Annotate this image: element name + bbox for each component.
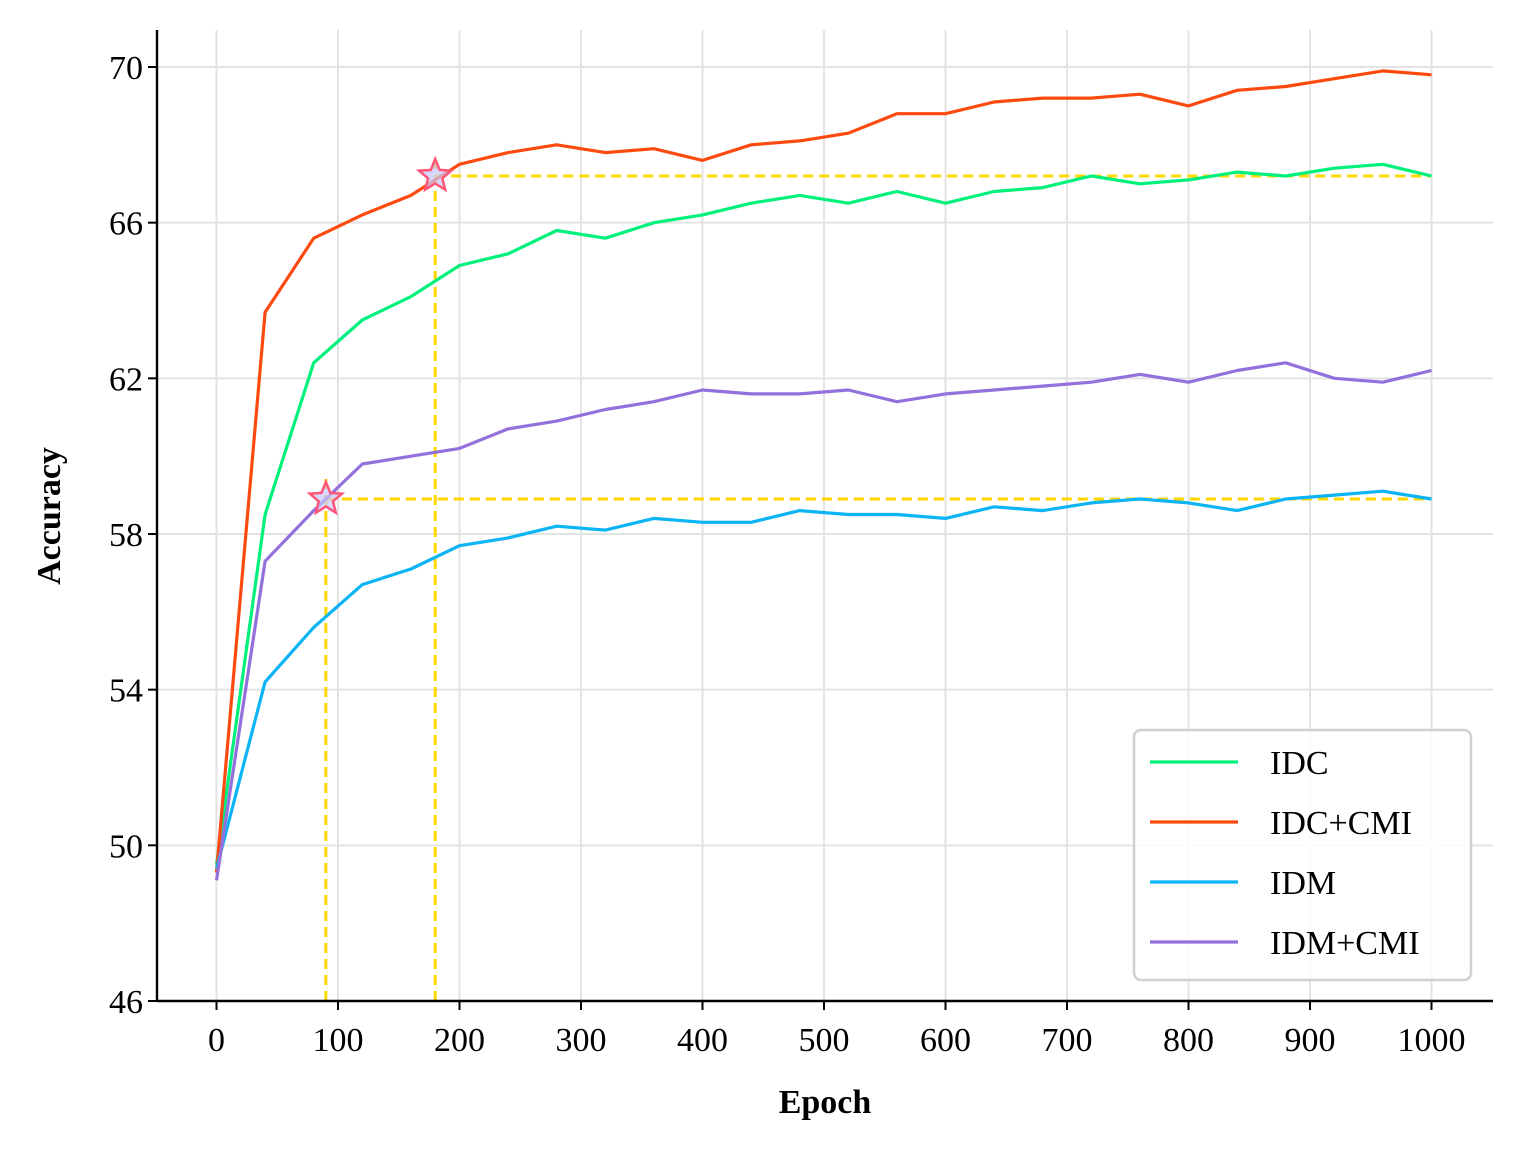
series-line-idm [214,489,1432,870]
star-markers [306,155,455,516]
legend: IDC IDC+CMI IDM IDM+CMI [1132,728,1473,982]
x-tick-label: 200 [434,1022,485,1059]
series-line-idc [214,162,1432,866]
ticks: 0 100 200 300 400 500 600 700 800 900 1000 46 50 54 58… [109,50,1466,1059]
legend-label: IDC [1270,745,1329,782]
x-tick-label: 0 [208,1022,225,1059]
x-tick-label: 900 [1285,1022,1336,1059]
x-tick-label: 100 [313,1022,364,1059]
x-tick-label: 1000 [1398,1022,1466,1059]
star-marker [306,478,346,516]
y-tick-label: 70 [109,50,143,87]
y-tick-label: 50 [109,828,143,865]
y-tick-label: 62 [109,361,143,398]
x-axis-title: Epoch [779,1084,872,1121]
y-tick-label: 58 [109,517,143,554]
y-axis-title: Accuracy [31,447,68,585]
x-tick-label: 500 [799,1022,850,1059]
y-tick-label: 54 [109,673,143,710]
series-line-idc-cmi [214,69,1432,873]
legend-label: IDM [1270,865,1336,902]
y-tick-label: 66 [109,206,143,243]
series-line-idm-cmi [214,361,1432,881]
legend-label: IDC+CMI [1270,805,1412,842]
reference-lines [324,153,1432,1001]
star-marker [415,155,455,193]
x-tick-label: 600 [920,1022,971,1059]
x-tick-label: 800 [1163,1022,1214,1059]
x-tick-label: 400 [677,1022,728,1059]
x-tick-label: 700 [1042,1022,1093,1059]
y-tick-label: 46 [109,984,143,1021]
series-lines [214,69,1432,881]
legend-box [1132,728,1473,982]
x-tick-label: 300 [556,1022,607,1059]
legend-label: IDM+CMI [1270,925,1420,962]
